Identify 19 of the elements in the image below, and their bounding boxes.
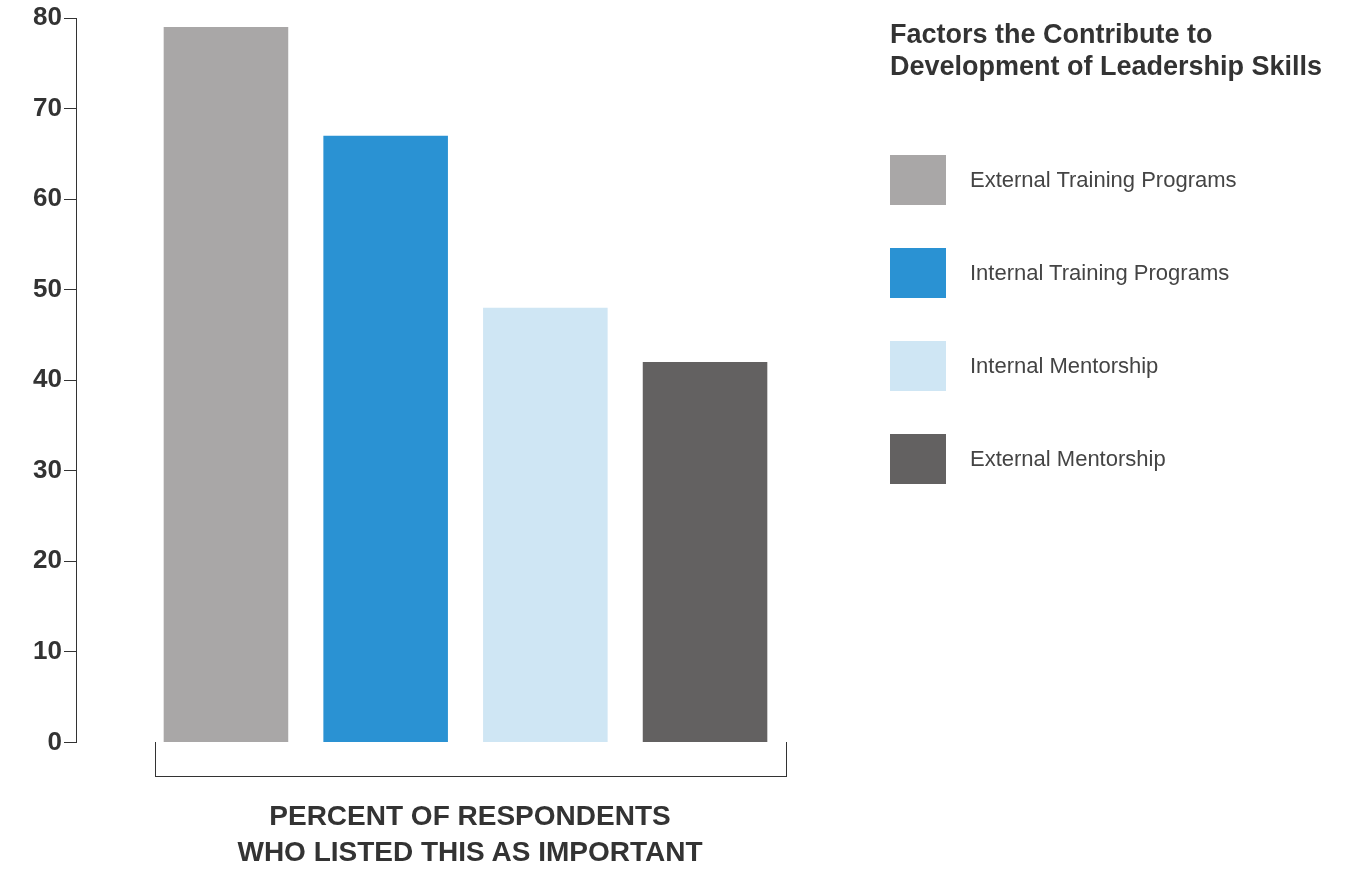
y-tick-label: 50 — [33, 272, 62, 303]
y-tick-label: 60 — [33, 182, 62, 213]
x-axis-title: PERCENT OF RESPONDENTS WHO LISTED THIS AS IMPORTANT — [236, 799, 704, 869]
bar — [642, 362, 768, 742]
bar — [323, 135, 448, 742]
legend-label: External Training Programs — [970, 167, 1237, 193]
legend-label: Internal Training Programs — [970, 260, 1230, 286]
bar — [483, 307, 608, 742]
y-tick-label: 30 — [33, 453, 62, 484]
y-tick-label: 10 — [33, 635, 62, 666]
y-tick-label: 20 — [33, 544, 62, 575]
legend-label: External Mentorship — [970, 446, 1166, 472]
y-tick-label: 0 — [47, 725, 62, 756]
y-tick-label: 40 — [33, 363, 62, 394]
y-tick-label: 80 — [33, 1, 62, 32]
legend-label: Internal Mentorship — [970, 353, 1159, 379]
text: Factors the Contribute to Development of Leadership Skills — [890, 18, 1324, 82]
y-tick-label: 70 — [33, 91, 62, 122]
bar — [163, 27, 289, 742]
